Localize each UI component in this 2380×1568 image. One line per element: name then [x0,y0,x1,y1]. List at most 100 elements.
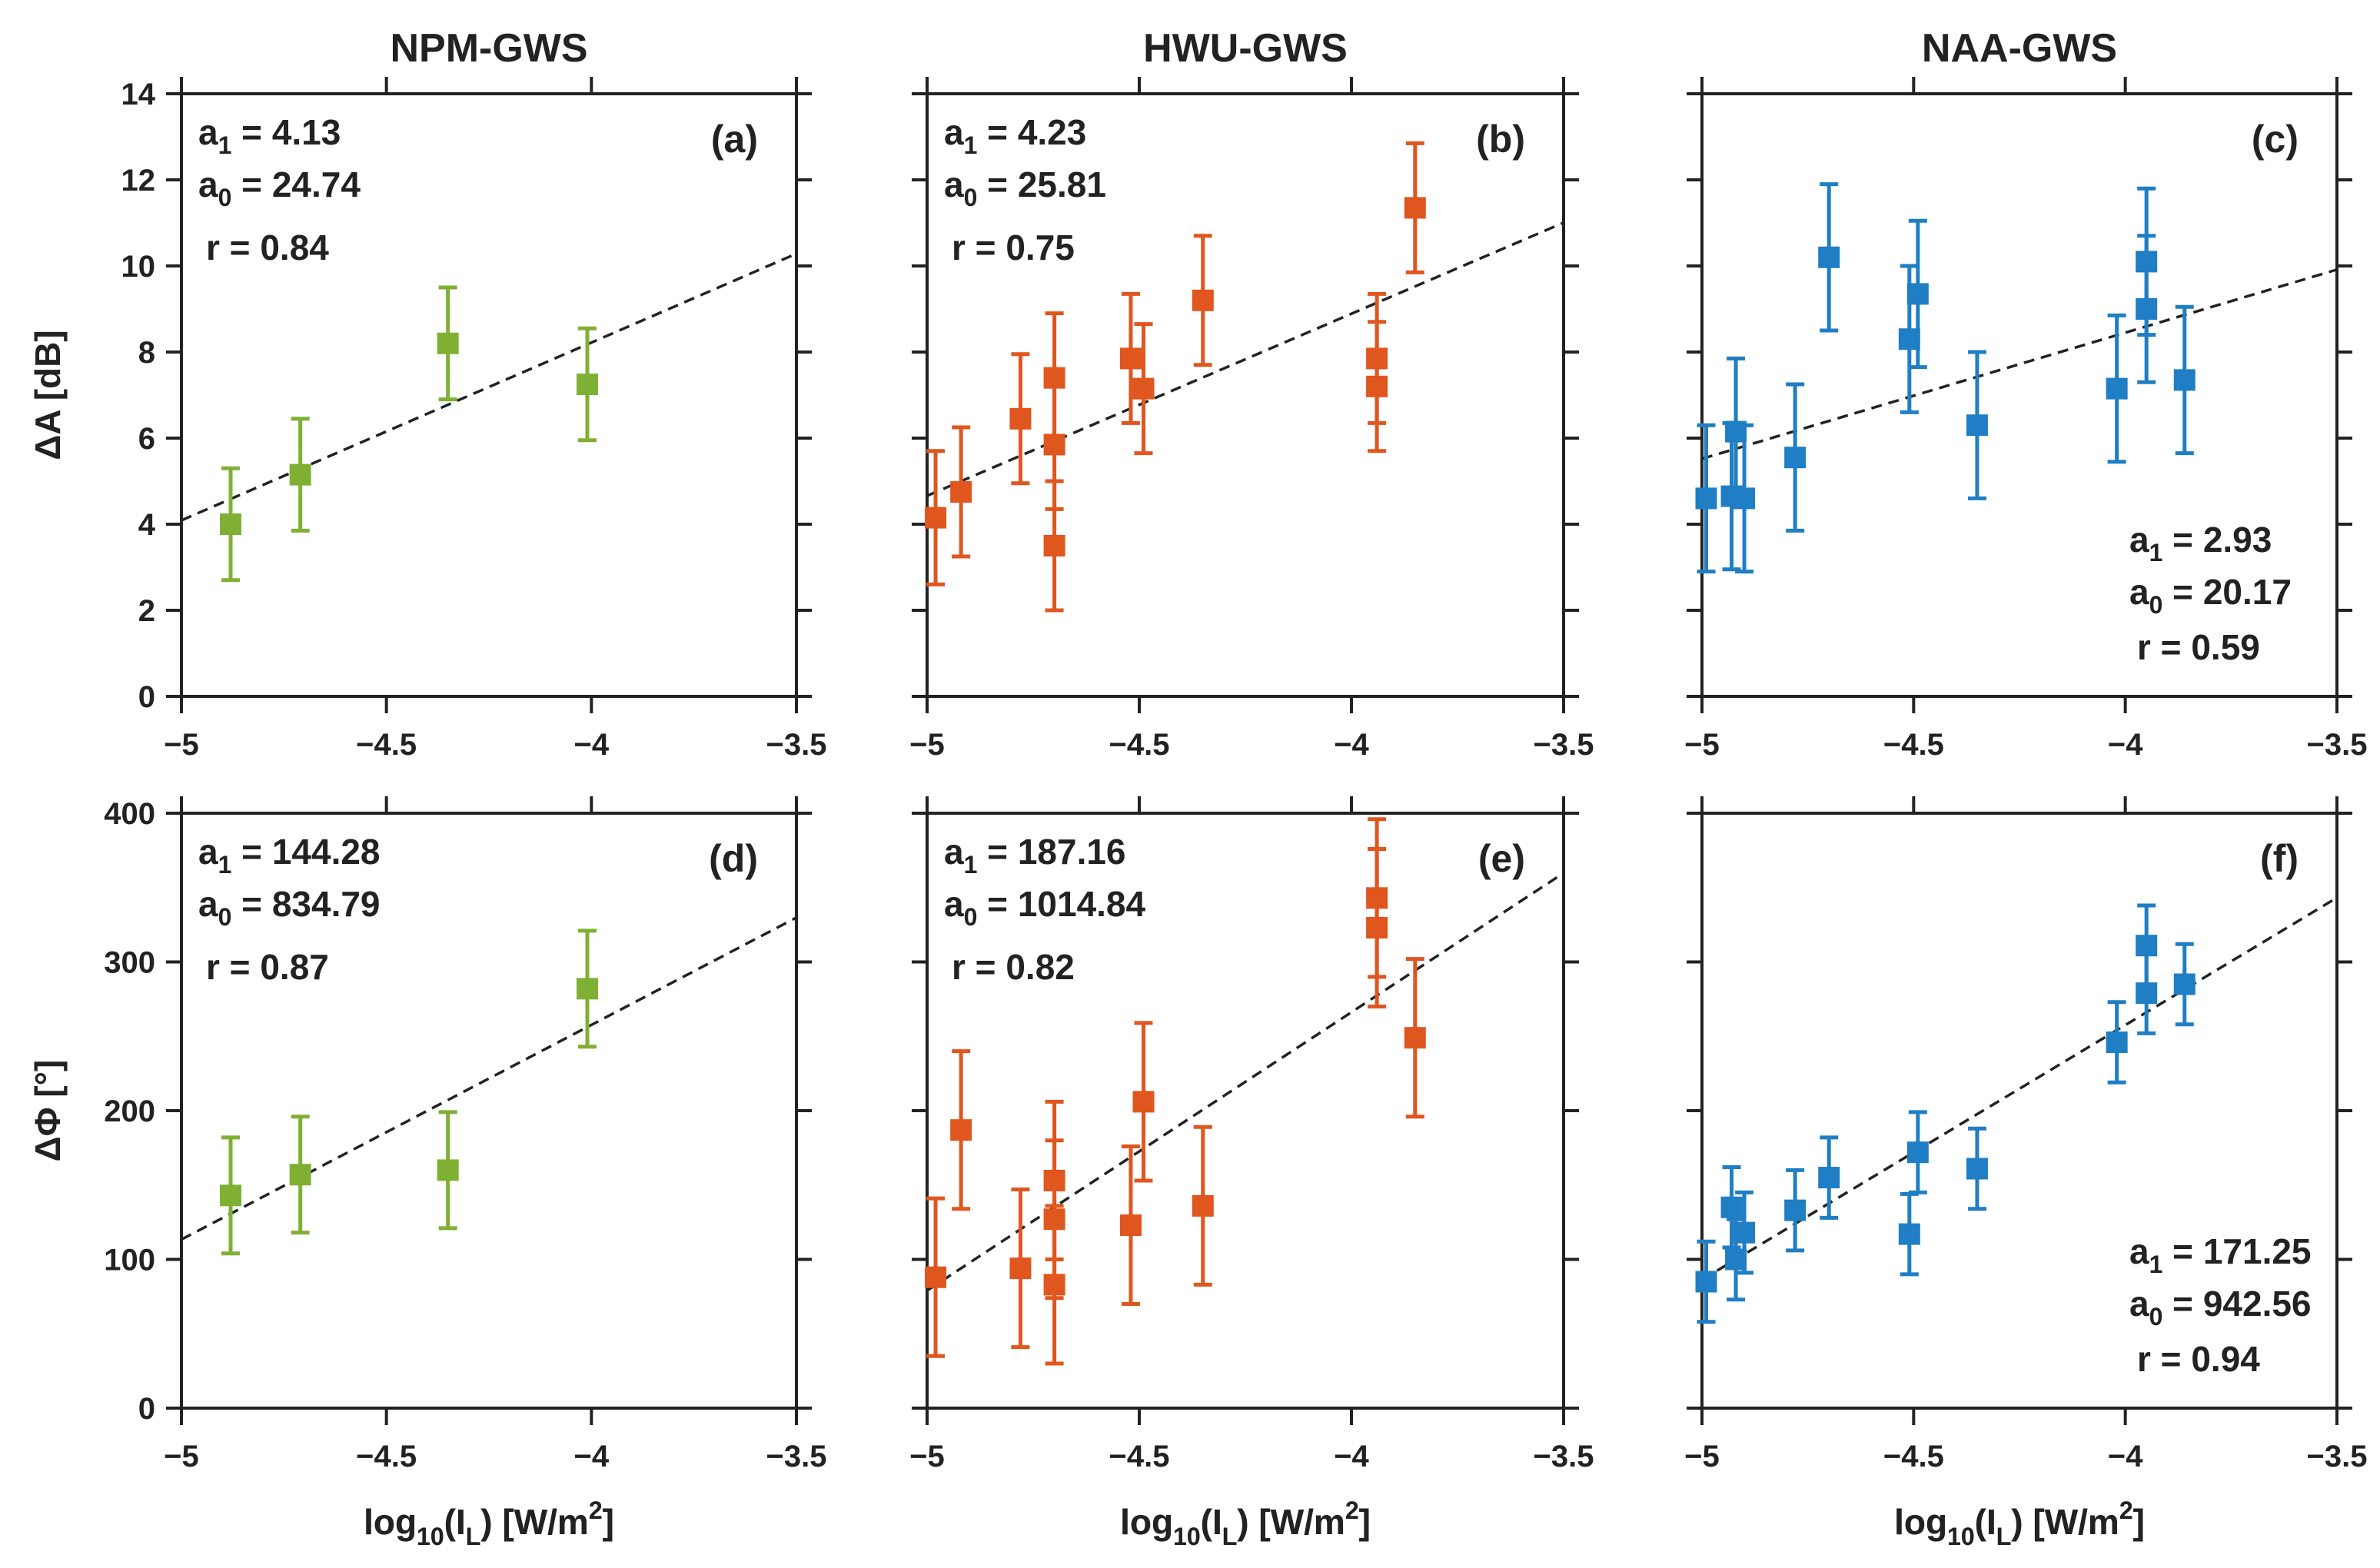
a1-value: = 2.93 [2162,520,2272,560]
data-point [925,1196,947,1358]
x-tick-label: −4 [574,728,610,762]
x-label-sub: 10 [417,1523,444,1550]
x-tick-label: −5 [909,1440,945,1473]
data-point [1733,423,1756,574]
y-tick-label: 8 [138,336,155,370]
x-label-sup: 2 [1345,1497,1359,1524]
data-point [1132,322,1155,456]
x-tick-label: −4.5 [356,728,417,762]
a0-subscript: 0 [2149,1303,2163,1330]
data-point [289,417,311,533]
data-point [1043,479,1065,613]
x-tick-label: −4 [2108,728,2143,762]
marker-square [1966,1158,1988,1180]
data-point [437,285,459,402]
x-label-sub: L [466,1523,481,1550]
x-tick-label: −4.5 [1109,1440,1170,1473]
x-label-sub: L [1996,1523,2012,1550]
a0-value: = 834.79 [231,884,380,924]
data-point [1043,1204,1065,1366]
a0-value: = 25.81 [977,164,1106,204]
y-tick-label: 400 [104,797,155,831]
x-label-end: ] [1359,1502,1371,1542]
data-point [2106,313,2128,464]
a0-symbol: a [2129,1284,2149,1324]
marker-square [1966,414,1988,437]
marker-square [1733,487,1756,510]
data-point [1906,218,1929,370]
a0-subscript: 0 [218,184,232,211]
marker-square [1009,407,1032,430]
x-tick-label: −5 [164,728,199,762]
x-label-unit: ) [W/m [480,1502,589,1542]
a0-subscript: 0 [2149,591,2163,619]
data-point [1966,1126,1988,1211]
marker-square [289,1164,311,1186]
x-label-log: log [364,1502,417,1542]
x-axis-label: log10(IL) [W/m2] [1120,1497,1371,1550]
x-tick-label: −4 [574,1440,610,1473]
axes-frame [180,92,798,698]
x-label-paren: (I [1201,1502,1222,1542]
x-label-unit: ) [W/m [2011,1502,2119,1542]
y-tick-label: 0 [138,680,155,714]
fit-a1-label: a1 = 4.13 [198,112,341,159]
marker-square [1119,1214,1142,1236]
x-tick-label: −3.5 [2307,728,2368,762]
fit-a1-label: a1 = 2.93 [2129,520,2272,566]
data-point [1366,846,1388,1009]
data-point [1898,1191,1920,1277]
data-point [1404,141,1426,274]
marker-square [220,1184,241,1207]
x-label-log: log [1120,1502,1173,1542]
x-label-end: ] [603,1502,614,1542]
y-tick-label: 4 [138,508,156,542]
axes-frame [926,92,1565,698]
marker-square [1366,375,1388,397]
data-point [1818,1135,1840,1220]
fit-r-label: r = 0.84 [206,228,329,267]
x-label-sup: 2 [589,1497,603,1524]
r-value: r = 0.84 [206,228,329,267]
x-axis-label: log10(IL) [W/m2] [364,1497,614,1550]
y-tick-label: 0 [138,1392,155,1426]
panel-label: (a) [711,118,758,161]
data-point [950,425,972,559]
x-tick-label: −5 [1684,728,1720,762]
fit-a0-label: a0 = 25.81 [944,164,1106,211]
x-axis-label: log10(IL) [W/m2] [1894,1497,2145,1550]
x-tick-label: −3.5 [766,1440,827,1473]
data-point [577,326,598,443]
marker-square [1818,1167,1840,1189]
data-point [220,1135,241,1256]
x-label-paren: (I [1201,1502,1222,1542]
x-label-unit: ) [W/m [480,1502,589,1542]
data-point [2136,186,2158,337]
x-label-log: log [364,1502,417,1542]
marker-square [577,978,598,1000]
marker-square [437,1159,459,1181]
marker-square [950,481,972,503]
marker-square [1404,1027,1426,1049]
x-label-sub: 10 [1947,1523,1975,1550]
fit-line [926,221,1564,497]
a1-value: = 4.13 [231,112,341,152]
x-label-paren: (I [1975,1502,1996,1542]
data-point [437,1110,459,1231]
a1-subscript: 1 [964,131,978,159]
y-tick-label: 2 [138,594,155,628]
marker-square [2106,1031,2128,1053]
x-label-sub: L [466,1523,481,1550]
fit-line [1701,896,2338,1281]
data-point [1119,291,1142,425]
marker-square [2173,973,2196,995]
a1-subscript: 1 [218,131,232,159]
y-tick-label: 200 [104,1095,155,1128]
marker-square [1132,1091,1155,1113]
a1-symbol: a [944,832,964,872]
marker-square [1695,487,1717,510]
x-axis-label: log10(IL) [W/m2] [1120,1497,1371,1550]
